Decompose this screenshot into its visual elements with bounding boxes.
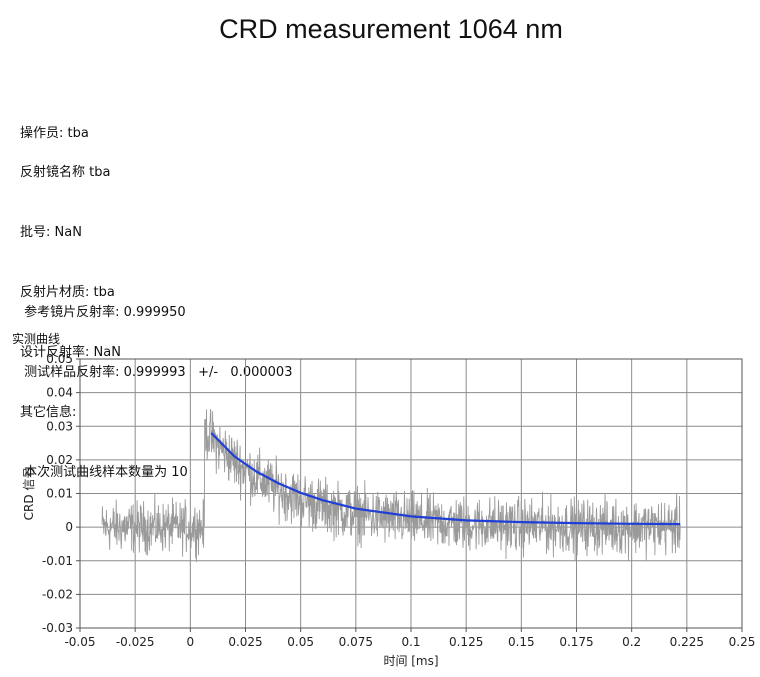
x-tick-label: 0.025 [228, 635, 262, 649]
y-tick-label: 0.02 [46, 453, 73, 467]
fit-curve-line [210, 432, 681, 526]
x-tick-label: 0.225 [670, 635, 704, 649]
y-tick-label: 0 [65, 520, 73, 534]
x-tick-label: 0.1 [401, 635, 420, 649]
x-tick-label: 0.075 [339, 635, 373, 649]
info-block-operator: 操作员: tba [20, 84, 89, 164]
x-tick-label: -0.025 [116, 635, 155, 649]
material-line: 反射片材质: tba [20, 285, 115, 300]
reference-reflectance-line: 参考镜片反射率: 0.999950 [20, 305, 186, 320]
y-axis-ticks: -0.03 -0.02 -0.01 0 0.01 0.02 0.03 0.04 0.05 [42, 352, 80, 635]
y-tick-label: -0.02 [42, 587, 73, 601]
sample-count-line: 本次测试曲线样本数量为 10 [20, 465, 188, 480]
design-reflectance-line: 设计反射率: NaN [20, 345, 121, 360]
grid [79, 358, 743, 629]
other-info-line: 其它信息: [20, 405, 77, 420]
x-tick-label: 0.05 [287, 635, 314, 649]
section-title: 实测曲线 [12, 332, 61, 346]
x-tick-label: 0.125 [449, 635, 483, 649]
x-tick-label: 0.175 [559, 635, 593, 649]
operator-line: 操作员: tba [20, 126, 89, 141]
x-tick-label: 0.25 [729, 635, 756, 649]
y-axis-label: CRD 信号 [22, 467, 36, 521]
fit-curve-group [210, 432, 681, 526]
x-tick-label: -0.05 [64, 635, 95, 649]
y-tick-label: -0.01 [42, 554, 73, 568]
mirror-name-line: 反射镜名称 tba [20, 165, 111, 180]
x-tick-label: 0.15 [508, 635, 535, 649]
noisy-signal-line [101, 409, 681, 563]
y-tick-label: 0.04 [46, 386, 73, 400]
crd-chart: -0.05 -0.025 0 0.025 0.05 0.075 0.1 0.125 0.15 0.… [22, 352, 755, 668]
info-block-details: 反射镜名称 tba 批号: NaN 反射片材质: tba 设计反射率: NaN … [20, 123, 188, 503]
x-tick-label: 0 [187, 635, 195, 649]
x-axis-label: 时间 [ms] [383, 654, 438, 668]
y-tick-label: 0.05 [46, 352, 73, 366]
x-axis-ticks: -0.05 -0.025 0 0.025 0.05 0.075 0.1 0.125 0.15 0.… [64, 628, 755, 649]
y-tick-label: 0.03 [46, 419, 73, 433]
noisy-signal-group [101, 409, 681, 563]
batch-line: 批号: NaN [20, 225, 82, 240]
x-tick-label: 0.2 [622, 635, 641, 649]
y-tick-label: 0.01 [46, 487, 73, 501]
chart-title: CRD measurement 1064 nm [219, 14, 563, 44]
y-tick-label: -0.03 [42, 621, 73, 635]
